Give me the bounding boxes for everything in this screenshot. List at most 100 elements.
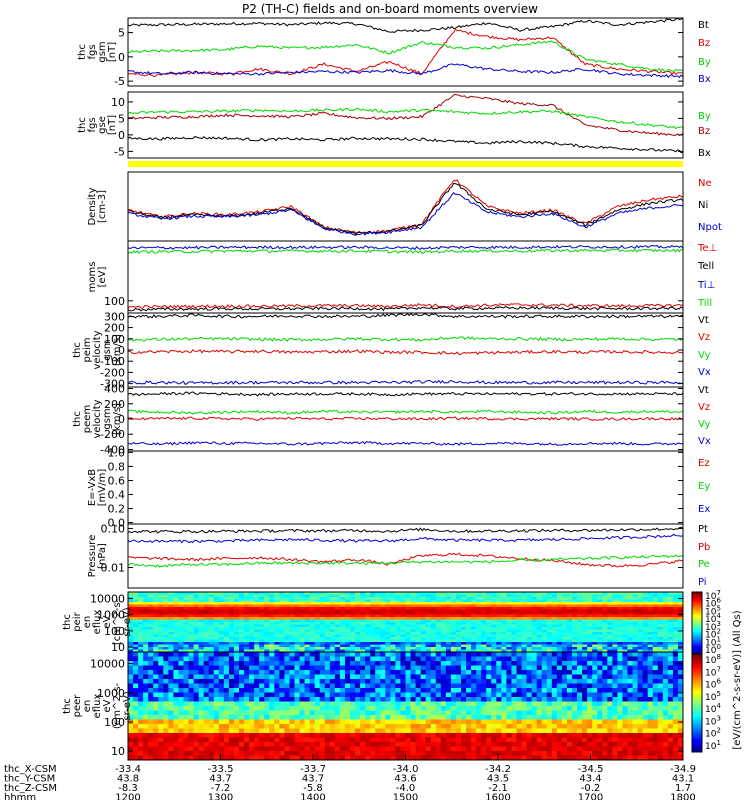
spectrogram-cell (244, 751, 249, 756)
spectrogram-cell (456, 733, 461, 738)
spectrogram-cell (511, 642, 516, 645)
spectrogram-cell (209, 605, 214, 608)
spectrogram-cell (128, 657, 133, 662)
spectrogram-cell (426, 729, 431, 734)
spectrogram-cell (501, 637, 506, 640)
spectrogram-cell (481, 661, 486, 666)
spectrogram-cell (395, 666, 400, 671)
spectrogram-cell (163, 675, 168, 680)
spectrogram-cell (506, 630, 511, 633)
spectrogram-cell (254, 627, 259, 630)
spectrogram-cell (506, 647, 511, 650)
spectrogram-cell (289, 630, 294, 633)
spectrogram-cell (269, 605, 274, 608)
spectrogram-cell (199, 702, 204, 707)
spectrogram-cell (406, 630, 411, 633)
spectrogram-cell (572, 637, 577, 640)
spectrogram-cell (168, 715, 173, 720)
spectrogram-cell (451, 627, 456, 630)
spectrogram-cell (269, 706, 274, 711)
spectrogram-cell (375, 600, 380, 603)
spectrogram-cell (284, 610, 289, 613)
spectrogram-cell (184, 647, 189, 650)
spectrogram-cell (491, 724, 496, 729)
spectrogram-cell (249, 652, 254, 657)
spectrogram-cell (189, 642, 194, 645)
spectrogram-cell (335, 600, 340, 603)
spectrogram-cell (491, 684, 496, 689)
spectrogram-cell (320, 666, 325, 671)
spectrogram-cell (617, 625, 622, 628)
spectrogram-cell (436, 693, 441, 698)
spectrogram-cell (441, 733, 446, 738)
spectrogram-cell (607, 640, 612, 643)
spectrogram-cell (491, 738, 496, 743)
spectrogram-cell (249, 697, 254, 702)
spectrogram-cell (633, 612, 638, 615)
spectrogram-cell (153, 697, 158, 702)
spectrogram-cell (264, 688, 269, 693)
spectrogram-cell (204, 602, 209, 605)
spectrogram-cell (431, 617, 436, 620)
spectrogram-cell (254, 738, 259, 743)
spectrogram-cell (461, 612, 466, 615)
spectrogram-cell (506, 711, 511, 716)
spectrogram-cell (406, 729, 411, 734)
spectrogram-cell (163, 605, 168, 608)
spectrogram-cell (289, 627, 294, 630)
spectrogram-cell (476, 666, 481, 671)
spectrogram-cell (370, 620, 375, 623)
spectrogram-cell (456, 642, 461, 645)
spectrogram-cell (411, 620, 416, 623)
spectrogram-cell (648, 630, 653, 633)
spectrogram-cell (441, 715, 446, 720)
spectrogram-cell (517, 751, 522, 756)
spectrogram-cell (355, 720, 360, 725)
spectrogram-cell (511, 679, 516, 684)
spectrogram-cell (330, 637, 335, 640)
spectrogram-cell (481, 702, 486, 707)
spectrogram-cell (471, 675, 476, 680)
spectrogram-cell (446, 661, 451, 666)
spectrogram-cell (421, 729, 426, 734)
spectrogram-cell (522, 693, 527, 698)
spectrogram-cell (345, 666, 350, 671)
spectrogram-cell (643, 617, 648, 620)
spectrogram-cell (295, 600, 300, 603)
spectrogram-cell (189, 733, 194, 738)
spectrogram-cell (143, 605, 148, 608)
spectrogram-cell (628, 612, 633, 615)
spectrogram-cell (345, 602, 350, 605)
spectrogram-cell (345, 607, 350, 610)
spectrogram-cell (173, 720, 178, 725)
spectrogram-cell (416, 702, 421, 707)
spectrogram-cell (476, 715, 481, 720)
spectrogram-cell (289, 605, 294, 608)
spectrogram-cell (325, 684, 330, 689)
spectrogram-cell (527, 612, 532, 615)
legend-Npot: Npot (698, 222, 722, 233)
spectrogram-cell (451, 615, 456, 618)
spectrogram-cell (305, 645, 310, 648)
spectrogram-cell (436, 600, 441, 603)
spectrogram-cell (491, 632, 496, 635)
spectrogram-cell (234, 645, 239, 648)
spectrogram-cell (481, 602, 486, 605)
spectrogram-cell (517, 679, 522, 684)
spectrogram-cell (289, 652, 294, 657)
spectrogram-cell (506, 706, 511, 711)
spectrogram-cell (249, 657, 254, 662)
spectrogram-cell (400, 720, 405, 725)
spectrogram-cell (395, 670, 400, 675)
spectrogram-cell (446, 742, 451, 747)
spectrogram-cell (486, 652, 491, 657)
spectrogram-cell (542, 751, 547, 756)
spectrogram-cell (456, 622, 461, 625)
spectrogram-cell (426, 627, 431, 630)
spectrogram-cell (355, 637, 360, 640)
spectrogram-cell (547, 679, 552, 684)
spectrogram-cell (259, 729, 264, 734)
spectrogram-cell (194, 679, 199, 684)
spectrogram-cell (194, 620, 199, 623)
